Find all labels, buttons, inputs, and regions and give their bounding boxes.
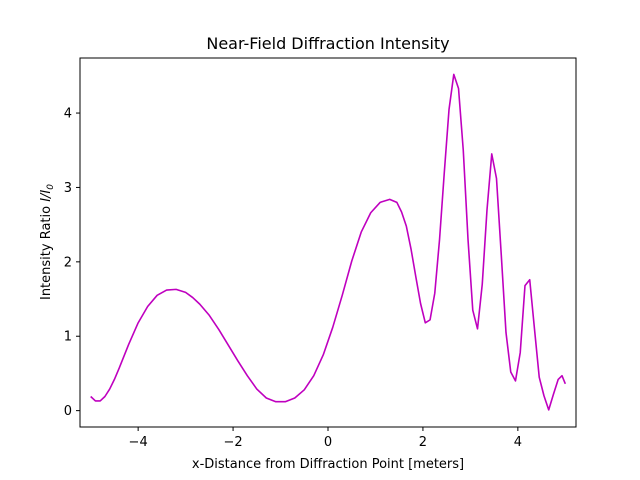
x-tick-label: −2	[223, 435, 242, 450]
x-tick-label: 2	[419, 435, 427, 450]
x-tick-label: 0	[324, 435, 332, 450]
y-tick-label: 2	[64, 255, 72, 270]
axis-ticks: −4 −2 0 2 4 0 1 2 3 4	[64, 107, 522, 450]
axes-frame	[79, 57, 577, 428]
x-tick-label: −4	[129, 435, 148, 450]
plot-area	[90, 73, 567, 411]
y-axis-label-symbol: I/I	[39, 190, 54, 202]
series-line-0	[90, 73, 567, 411]
x-tick-label: 4	[514, 435, 522, 450]
chart-title: Near-Field Diffraction Intensity	[206, 34, 449, 53]
y-tick-label: 1	[64, 330, 72, 345]
y-tick-label: 4	[64, 107, 72, 122]
y-axis-label-text: Intensity Ratio	[39, 202, 54, 300]
y-axis-label-subscript: 0	[46, 184, 56, 190]
x-axis-label: x-Distance from Diffraction Point [meter…	[192, 457, 464, 472]
y-tick-label: 3	[64, 181, 72, 196]
y-tick-label: 0	[64, 404, 72, 419]
y-axis-label: Intensity Ratio I/I0	[39, 184, 56, 300]
